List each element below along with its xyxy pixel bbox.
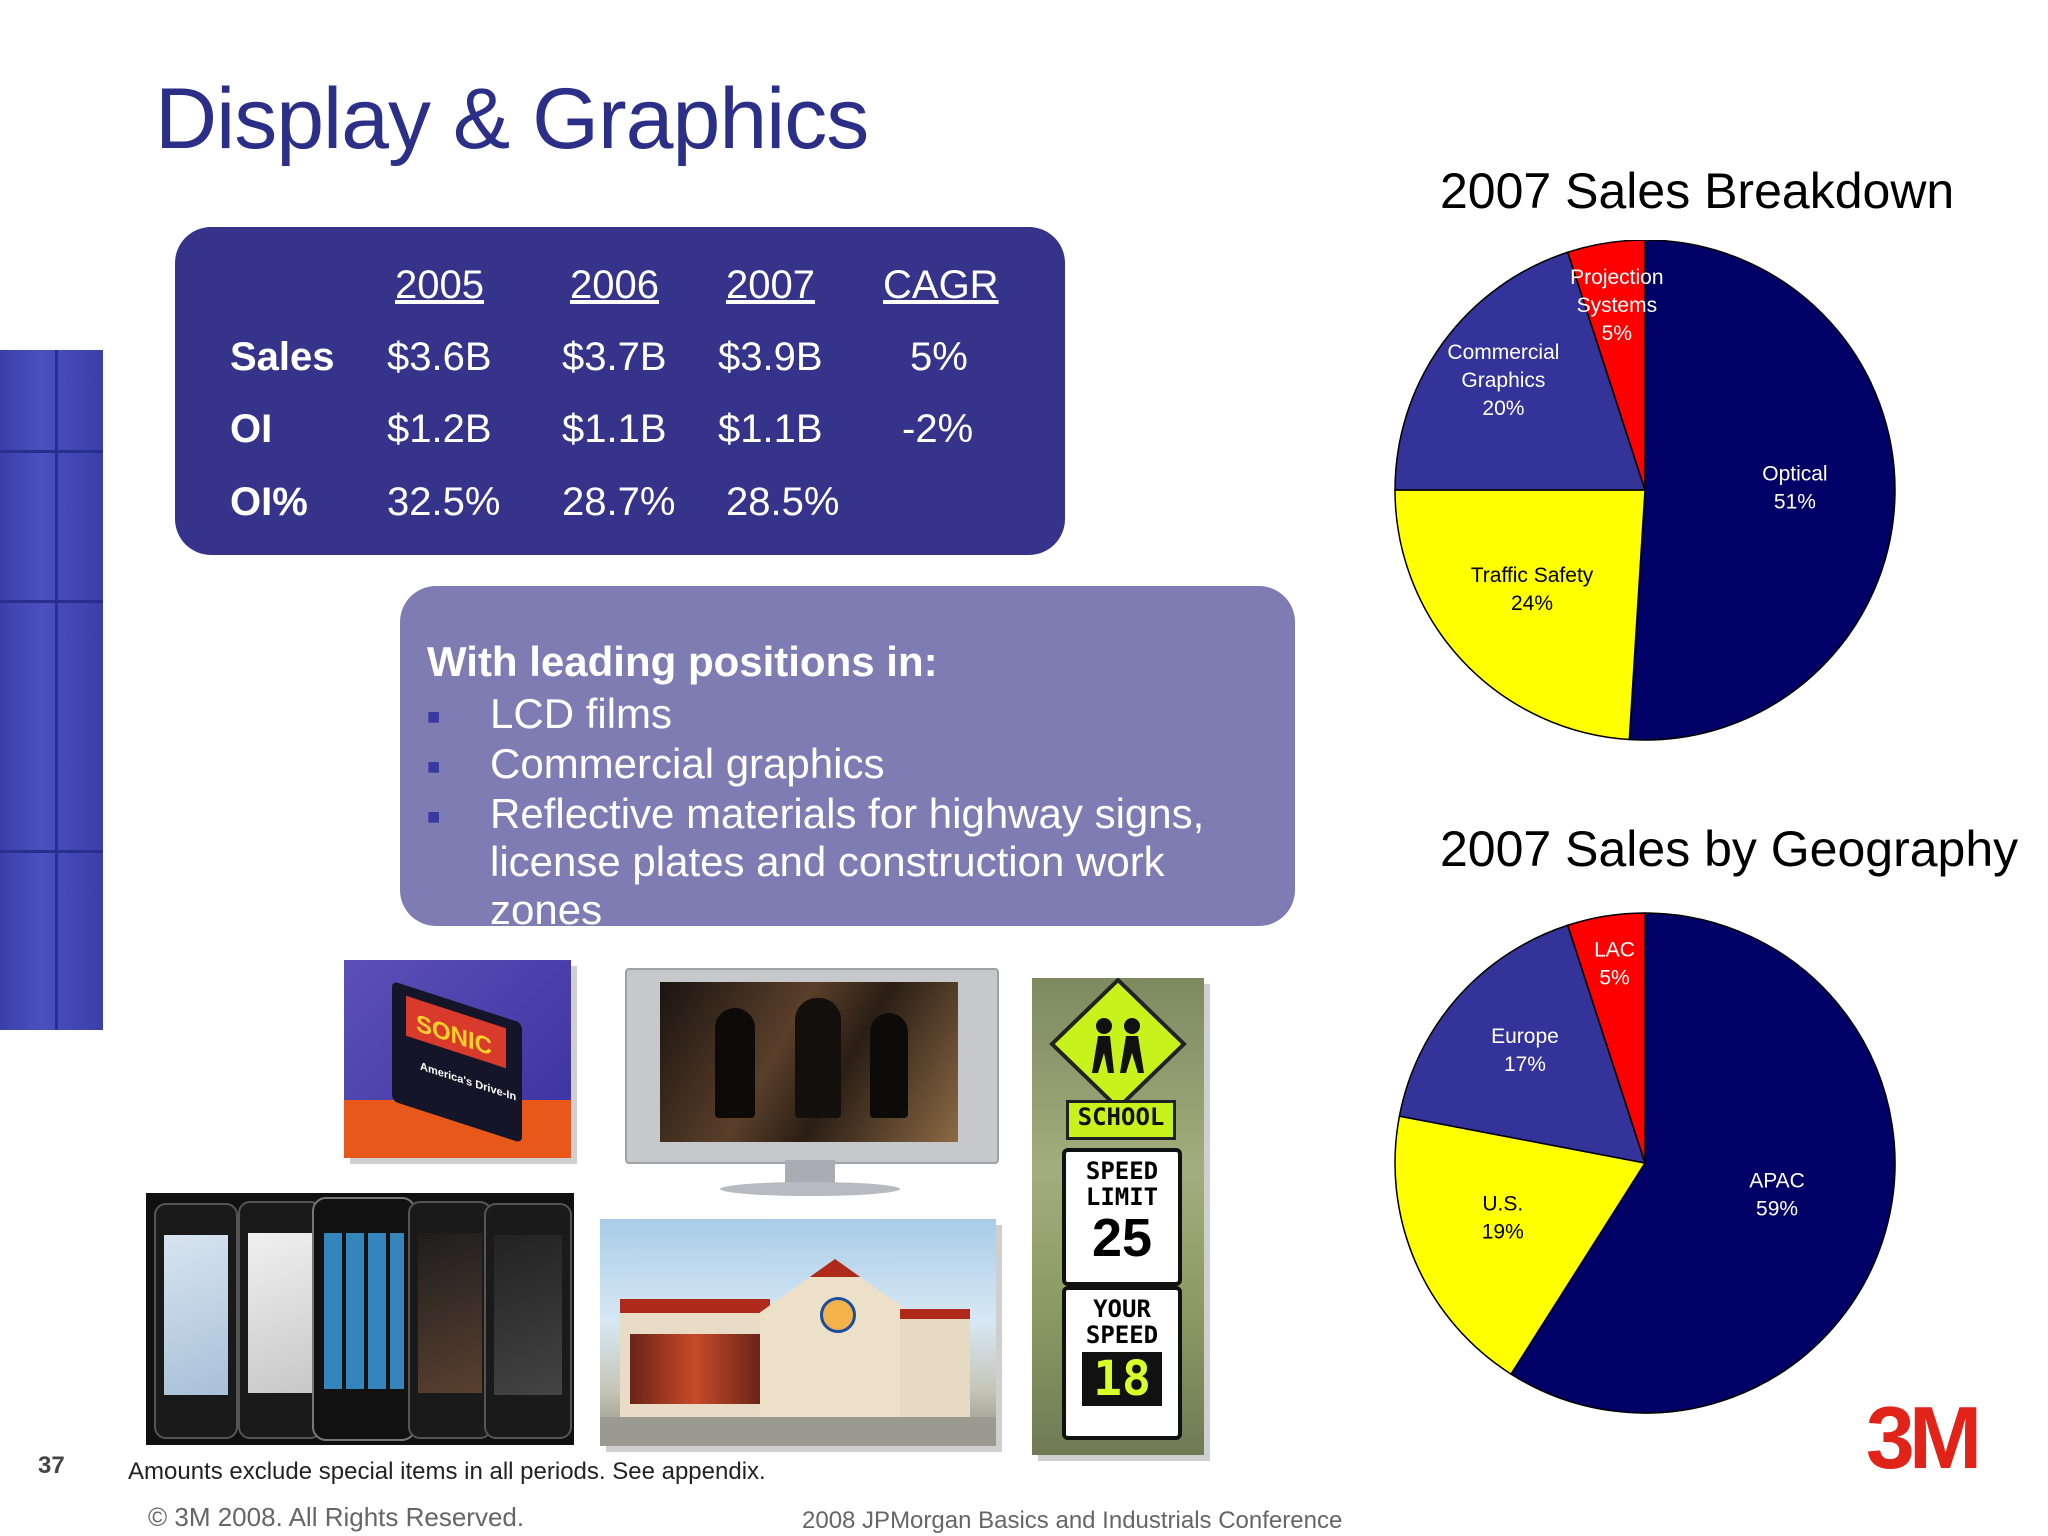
speed-limit-value: 25: [1091, 1208, 1153, 1268]
oi-2006: $1.1B: [562, 407, 667, 451]
chart-title-sales-breakdown: 2007 Sales Breakdown: [1440, 163, 1955, 219]
decorative-sidebar: [0, 350, 103, 1030]
pie-label-traffic-safety: Traffic Safety 24%: [1471, 564, 1594, 615]
iphone-home: [312, 1197, 416, 1441]
3m-logo-text: 3M: [1866, 1398, 1977, 1478]
oi-2005: $1.2B: [387, 407, 492, 451]
pie-chart-sales-by-geography: APAC 59% U.S. 19% Europe 17% LAC 5%: [1394, 912, 1896, 1414]
pie-label-optical: Optical 51%: [1762, 463, 1827, 514]
iphones-photo: [146, 1193, 574, 1445]
footnote: Amounts exclude special items in all per…: [128, 1458, 766, 1485]
tile-divider: [0, 450, 103, 453]
your-speed-display: 18: [1082, 1352, 1162, 1406]
pie-label-projection-systems: Projection Systems 5%: [1570, 266, 1663, 345]
speed-limit-label: SPEED LIMIT: [1085, 1157, 1159, 1211]
row-label-sales: Sales: [230, 335, 335, 379]
row-label-oi-percent: OI%: [230, 480, 308, 524]
bullet-square-icon: ■: [427, 754, 441, 779]
header-2005: 2005: [395, 263, 484, 307]
page-number: 37: [38, 1452, 65, 1479]
lcd-tv-photo: [620, 968, 1000, 1208]
oi-percent-2007: 28.5%: [726, 480, 840, 524]
pie-slice-lac: [1566, 912, 1646, 1164]
oi-2007: $1.1B: [718, 407, 823, 451]
sales-2006: $3.7B: [562, 335, 667, 379]
tile-divider: [0, 600, 103, 603]
header-cagr: CAGR: [883, 263, 999, 307]
oi-percent-2006: 28.7%: [562, 480, 676, 524]
speed-limit-sign: SPEED LIMIT 25: [1062, 1148, 1182, 1286]
pie-label-lac: LAC 5%: [1594, 938, 1635, 989]
sales-cagr: 5%: [910, 335, 968, 379]
header-2007: 2007: [726, 263, 815, 307]
pie-label-u-s: U.S. 19%: [1482, 1193, 1524, 1244]
position-item: LCD films: [490, 690, 673, 737]
road-signs-photo: SCHOOL SPEED LIMIT 25 YOUR SPEED 18: [1032, 978, 1204, 1455]
conference-name: 2008 JPMorgan Basics and Industrials Con…: [802, 1507, 1343, 1534]
your-speed-label: YOUR SPEED: [1085, 1295, 1159, 1349]
header-2006: 2006: [570, 263, 659, 307]
pie-slice-apac: [1510, 912, 1896, 1414]
position-item: Commercial graphics: [490, 740, 885, 787]
your-speed-sign: YOUR SPEED 18: [1062, 1286, 1182, 1440]
pie-slice-europe: [1398, 924, 1647, 1164]
sonic-sign-photo: SONIC America's Drive-In: [344, 960, 571, 1158]
positions-heading: With leading positions in:: [427, 638, 938, 685]
sales-2007: $3.9B: [718, 335, 823, 379]
copyright: © 3M 2008. All Rights Reserved.: [148, 1502, 525, 1532]
row-label-oi: OI: [230, 407, 273, 451]
bullet-square-icon: ■: [427, 804, 441, 829]
slide-title: Display & Graphics: [155, 71, 869, 167]
pie-chart-sales-breakdown: Optical 51% Traffic Safety 24% Commercial Gra…: [1394, 240, 1896, 741]
bullet-square-icon: ■: [427, 704, 441, 729]
oi-percent-2005: 32.5%: [387, 480, 501, 524]
pie-slice-projection-systems: [1566, 240, 1646, 491]
3m-logo: 3M: [1866, 1398, 1983, 1478]
school-sign: SCHOOL: [1066, 1100, 1176, 1140]
financials-table: 2005 2006 2007 CAGR Sales $3.6B $3.7B $3…: [175, 227, 1065, 555]
oi-cagr: -2%: [902, 407, 974, 451]
restaurant-photo: [600, 1219, 996, 1446]
pie-slice-u-s: [1394, 1115, 1647, 1376]
sales-2005: $3.6B: [387, 335, 492, 379]
pie-slice-commercial-graphics: [1394, 251, 1647, 491]
pie-label-apac: APAC 59%: [1749, 1169, 1805, 1220]
tile-divider: [55, 350, 58, 1030]
pie-label-europe: Europe 17%: [1491, 1025, 1559, 1076]
pie-slice-traffic-safety: [1394, 489, 1646, 741]
pie-slice-optical: [1628, 240, 1896, 741]
chart-title-sales-by-geography: 2007 Sales by Geography: [1440, 821, 2019, 877]
tile-divider: [0, 850, 103, 853]
position-item: Reflective materials for highway signs, …: [490, 790, 1205, 933]
pie-label-commercial-graphics: Commercial Graphics 20%: [1447, 341, 1559, 420]
leading-positions-panel: With leading positions in: ■ LCD films ■…: [400, 586, 1295, 933]
